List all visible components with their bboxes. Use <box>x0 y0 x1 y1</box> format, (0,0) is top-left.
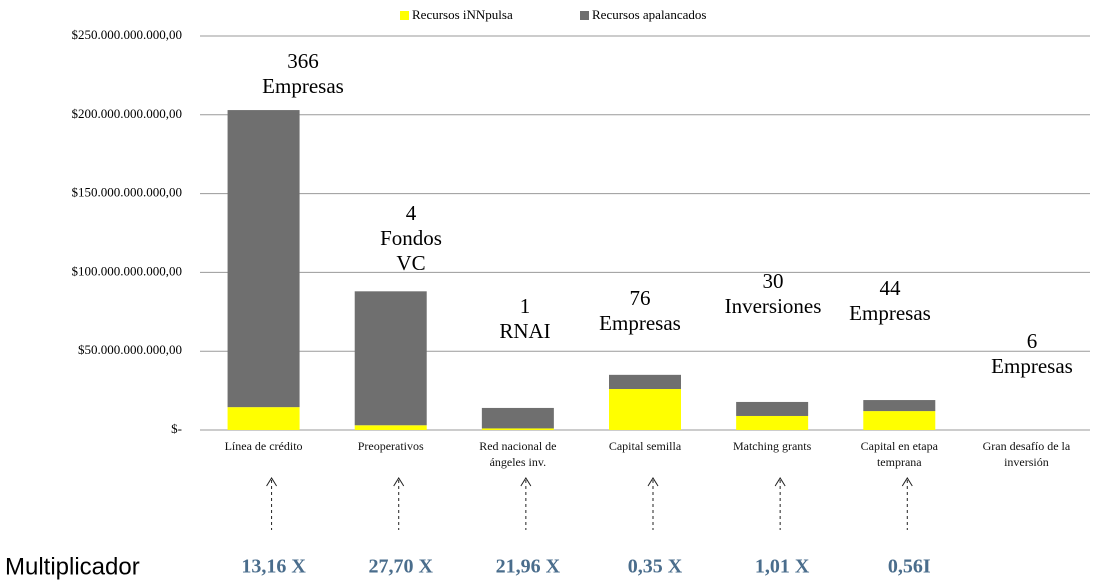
bar-segment <box>609 389 681 430</box>
bar-segment <box>481 407 554 429</box>
x-tick-label: Gran desafío de la inversión <box>982 439 1071 469</box>
bar-segment <box>354 291 427 426</box>
annotation-line: 1 <box>520 294 531 318</box>
bar-segment <box>863 411 936 430</box>
annotation-line: 44 <box>880 276 902 300</box>
y-tick-label: $150.000.000.000,00 <box>72 185 183 200</box>
annotation-line: 30 <box>763 269 784 293</box>
legend-swatch <box>400 11 409 20</box>
arrow-head <box>647 477 659 487</box>
annotation: 4 Fondos VC <box>380 201 442 275</box>
x-tick-label: Matching grants <box>732 439 812 453</box>
multiplier: 13,16 X <box>241 556 306 578</box>
annotation-line: VC <box>396 251 425 275</box>
y-tick-label: $250.000.000.000,00 <box>72 27 183 42</box>
annotation-line: Inversiones <box>725 294 822 318</box>
y-tick-label: $- <box>171 421 182 436</box>
arrow-head <box>266 477 277 487</box>
annotation-line: 366 <box>287 49 319 73</box>
x-tick-label: Capital en etapa temprana <box>860 439 938 469</box>
annotation: 1 RNAI <box>499 294 550 343</box>
annotation-line: Empresas <box>849 301 931 325</box>
x-tick-label: Línea de crédito <box>224 439 303 453</box>
arrow-head <box>774 477 786 487</box>
annotation-line: Fondos <box>380 226 442 250</box>
legend-label: Recursos iNNpulsa <box>412 7 513 22</box>
multiplier: 1,01 X <box>755 556 810 578</box>
y-tick-label: $100.000.000.000,00 <box>72 263 183 278</box>
multiplier: 21,96 X <box>496 556 561 578</box>
bar-segment <box>863 400 936 412</box>
bar-segment <box>227 110 300 408</box>
x-tick-label: Preoperativos <box>357 439 424 453</box>
multiplier-title: Multiplicador <box>5 553 140 580</box>
annotation-line: 4 <box>406 201 417 225</box>
legend-swatch <box>580 11 589 20</box>
x-tick-label: Capital semilla <box>608 439 682 453</box>
bar-segment <box>227 407 300 430</box>
bar-segment <box>481 428 554 430</box>
annotation-line: 6 <box>1027 329 1038 353</box>
annotation: 44 Empresas <box>849 276 931 325</box>
legend-label: Recursos apalancados <box>592 7 706 22</box>
annotation-line: Empresas <box>599 311 681 335</box>
multiplier: 27,70 X <box>368 556 433 578</box>
annotation-line: RNAI <box>499 319 550 343</box>
annotation-line: Empresas <box>991 354 1073 378</box>
bar-segment <box>736 415 809 430</box>
annotation-line: 76 <box>630 286 651 310</box>
annotation: 6 Empresas <box>991 329 1073 378</box>
x-tick-label: Red nacional de ángeles inv. <box>479 439 557 469</box>
arrow-head <box>901 477 913 487</box>
bar-segment <box>736 401 809 416</box>
annotation: 30 Inversiones <box>725 269 822 318</box>
y-tick-label: $200.000.000.000,00 <box>72 106 183 121</box>
multiplier: 0,56I <box>888 556 931 578</box>
arrow-head <box>520 477 532 487</box>
multiplier: 0,35 X <box>628 556 683 578</box>
arrow-head <box>393 477 405 487</box>
annotation-line: Empresas <box>262 74 344 98</box>
annotation: 76 Empresas <box>599 286 681 335</box>
y-tick-label: $50.000.000.000,00 <box>78 342 182 357</box>
bar-segment <box>354 425 427 430</box>
annotation: 366 Empresas <box>262 49 344 98</box>
bar-segment <box>609 374 681 390</box>
